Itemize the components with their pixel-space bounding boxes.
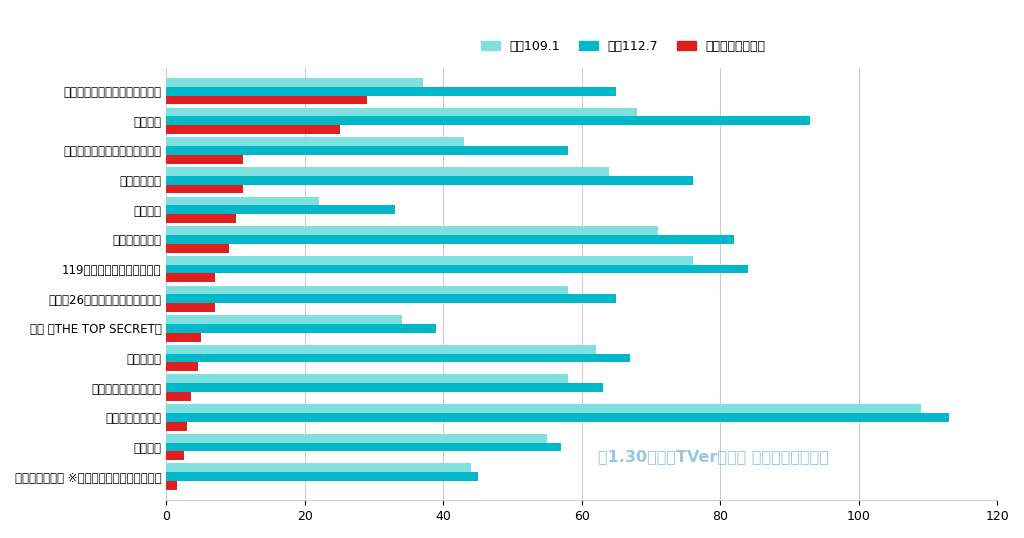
Bar [167, 273, 215, 282]
Bar [167, 196, 318, 206]
Bar [167, 214, 236, 223]
Bar [167, 176, 692, 185]
Bar [167, 392, 190, 401]
Bar [167, 87, 616, 96]
Bar [167, 353, 630, 363]
Bar [167, 345, 596, 353]
Bar [167, 315, 401, 324]
Bar [167, 463, 471, 472]
Bar [167, 434, 547, 443]
Bar [167, 374, 568, 383]
Bar [167, 472, 478, 481]
Legend: 前週109.1, 今週112.7, 前週比からの増減: 前週109.1, 今週112.7, 前週比からの増減 [476, 35, 771, 58]
Bar [167, 333, 201, 342]
Bar [167, 185, 243, 193]
Bar [167, 244, 228, 253]
Bar [167, 443, 561, 451]
Bar [167, 78, 423, 87]
Bar [167, 116, 810, 125]
Bar [167, 481, 177, 490]
Bar [167, 383, 602, 392]
Bar [167, 108, 637, 116]
Text: 【1.30更新】TVer登録数 前週比からの増減: 【1.30更新】TVer登録数 前週比からの増減 [598, 450, 829, 464]
Bar [167, 451, 183, 460]
Bar [167, 286, 568, 294]
Bar [167, 226, 658, 235]
Bar [167, 137, 464, 146]
Bar [167, 125, 340, 134]
Bar [167, 363, 198, 371]
Bar [167, 413, 948, 422]
Bar [167, 265, 748, 273]
Bar [167, 422, 187, 430]
Bar [167, 303, 215, 312]
Bar [167, 96, 368, 104]
Bar [167, 146, 568, 155]
Bar [167, 324, 436, 333]
Bar [167, 167, 609, 176]
Bar [167, 294, 616, 303]
Bar [167, 206, 395, 214]
Bar [167, 155, 243, 164]
Bar [167, 235, 734, 244]
Bar [167, 256, 692, 265]
Bar [167, 404, 921, 413]
